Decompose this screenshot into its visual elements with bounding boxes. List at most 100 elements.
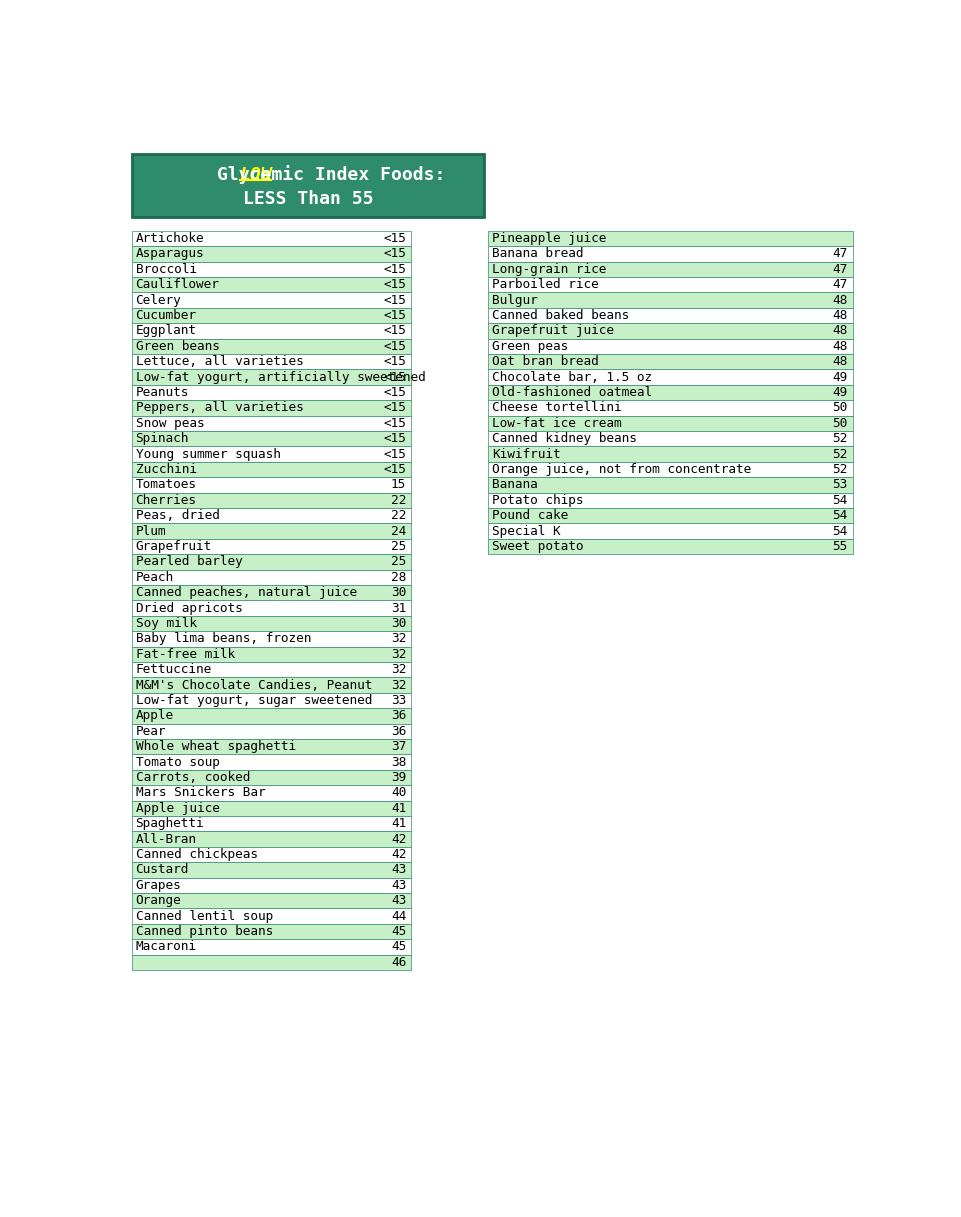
Text: 42: 42 [391, 832, 407, 846]
Text: 47: 47 [832, 247, 848, 260]
Text: <15: <15 [383, 309, 407, 323]
Text: Custard: Custard [136, 863, 189, 876]
Text: Peanuts: Peanuts [136, 386, 189, 399]
Text: Celery: Celery [136, 293, 182, 307]
Text: Pineapple juice: Pineapple juice [492, 232, 606, 245]
Text: Apple juice: Apple juice [136, 802, 219, 814]
Text: <15: <15 [383, 263, 407, 276]
Text: Macaroni: Macaroni [136, 941, 197, 953]
Text: 54: 54 [832, 509, 848, 522]
Text: Soy milk: Soy milk [136, 617, 197, 630]
Bar [132, 708, 410, 724]
Bar [132, 831, 410, 847]
Text: Broccoli: Broccoli [136, 263, 197, 276]
Text: 28: 28 [391, 571, 407, 584]
Text: LOW: LOW [239, 166, 272, 184]
Text: 41: 41 [391, 802, 407, 814]
Bar [132, 877, 410, 893]
Text: Zucchini: Zucchini [136, 462, 197, 476]
Text: 32: 32 [391, 679, 407, 691]
Text: 37: 37 [391, 740, 407, 753]
Text: Grapefruit juice: Grapefruit juice [492, 325, 614, 337]
Text: <15: <15 [383, 325, 407, 337]
Text: Canned kidney beans: Canned kidney beans [492, 432, 637, 445]
Text: <15: <15 [383, 402, 407, 414]
Text: <15: <15 [383, 462, 407, 476]
Text: Pound cake: Pound cake [492, 509, 568, 522]
Text: Asparagus: Asparagus [136, 247, 205, 260]
Text: Special K: Special K [492, 525, 561, 538]
Bar [488, 385, 852, 400]
Bar [132, 646, 410, 662]
Text: Eggplant: Eggplant [136, 325, 197, 337]
Bar [132, 940, 410, 954]
Bar [132, 262, 410, 277]
Text: Tomatoes: Tomatoes [136, 478, 197, 492]
Text: 50: 50 [832, 402, 848, 414]
Text: 47: 47 [832, 263, 848, 276]
Bar [488, 461, 852, 477]
Bar [488, 338, 852, 354]
Text: Fat-free milk: Fat-free milk [136, 647, 234, 661]
Text: Canned pinto beans: Canned pinto beans [136, 925, 273, 938]
Text: 45: 45 [391, 925, 407, 938]
Text: 38: 38 [391, 756, 407, 769]
Bar [488, 477, 852, 493]
Text: Canned chickpeas: Canned chickpeas [136, 848, 258, 860]
Bar [488, 324, 852, 338]
Text: Low-fat yogurt, artificially sweetened: Low-fat yogurt, artificially sweetened [136, 370, 426, 383]
Bar [132, 461, 410, 477]
Text: 33: 33 [391, 694, 407, 707]
Bar [132, 523, 410, 539]
Text: Snow peas: Snow peas [136, 416, 205, 430]
Text: 24: 24 [391, 525, 407, 538]
Bar [132, 246, 410, 262]
Text: Orange juice, not from concentrate: Orange juice, not from concentrate [492, 462, 752, 476]
Bar [132, 354, 410, 369]
Text: Baby lima beans, frozen: Baby lima beans, frozen [136, 633, 311, 645]
Text: 42: 42 [391, 848, 407, 860]
Bar [132, 493, 410, 507]
Bar [488, 523, 852, 539]
Bar [132, 755, 410, 769]
Text: Fettuccine: Fettuccine [136, 663, 211, 677]
Text: 30: 30 [391, 617, 407, 630]
Text: Young summer squash: Young summer squash [136, 448, 281, 460]
Bar [132, 815, 410, 831]
Bar [132, 277, 410, 292]
Text: Artichoke: Artichoke [136, 232, 205, 245]
Bar [488, 507, 852, 523]
Bar [132, 447, 410, 461]
Text: Grapefruit: Grapefruit [136, 540, 211, 553]
Text: <15: <15 [383, 355, 407, 368]
Text: Canned baked beans: Canned baked beans [492, 309, 629, 323]
Text: LESS Than 55: LESS Than 55 [243, 190, 373, 208]
Bar [132, 769, 410, 785]
Bar [132, 678, 410, 692]
Text: Cheese tortellini: Cheese tortellini [492, 402, 622, 414]
Text: 43: 43 [391, 894, 407, 907]
Text: 41: 41 [391, 817, 407, 830]
Bar [132, 632, 410, 646]
Text: Low-fat ice cream: Low-fat ice cream [492, 416, 622, 430]
Text: 52: 52 [832, 462, 848, 476]
Bar [132, 785, 410, 801]
Bar [488, 415, 852, 431]
Text: 54: 54 [832, 525, 848, 538]
Bar [132, 507, 410, 523]
Text: Peas, dried: Peas, dried [136, 509, 219, 522]
Text: Pear: Pear [136, 725, 166, 738]
Bar [132, 801, 410, 815]
Text: <15: <15 [383, 340, 407, 353]
Text: <15: <15 [383, 293, 407, 307]
Text: M&M's Chocolate Candies, Peanut: M&M's Chocolate Candies, Peanut [136, 679, 372, 691]
Text: <15: <15 [383, 416, 407, 430]
FancyBboxPatch shape [132, 153, 484, 217]
Bar [132, 231, 410, 246]
Text: Long-grain rice: Long-grain rice [492, 263, 606, 276]
Text: Canned lentil soup: Canned lentil soup [136, 909, 273, 922]
Text: 25: 25 [391, 555, 407, 568]
Text: Grapes: Grapes [136, 879, 182, 892]
Bar [132, 539, 410, 554]
Bar [132, 662, 410, 678]
